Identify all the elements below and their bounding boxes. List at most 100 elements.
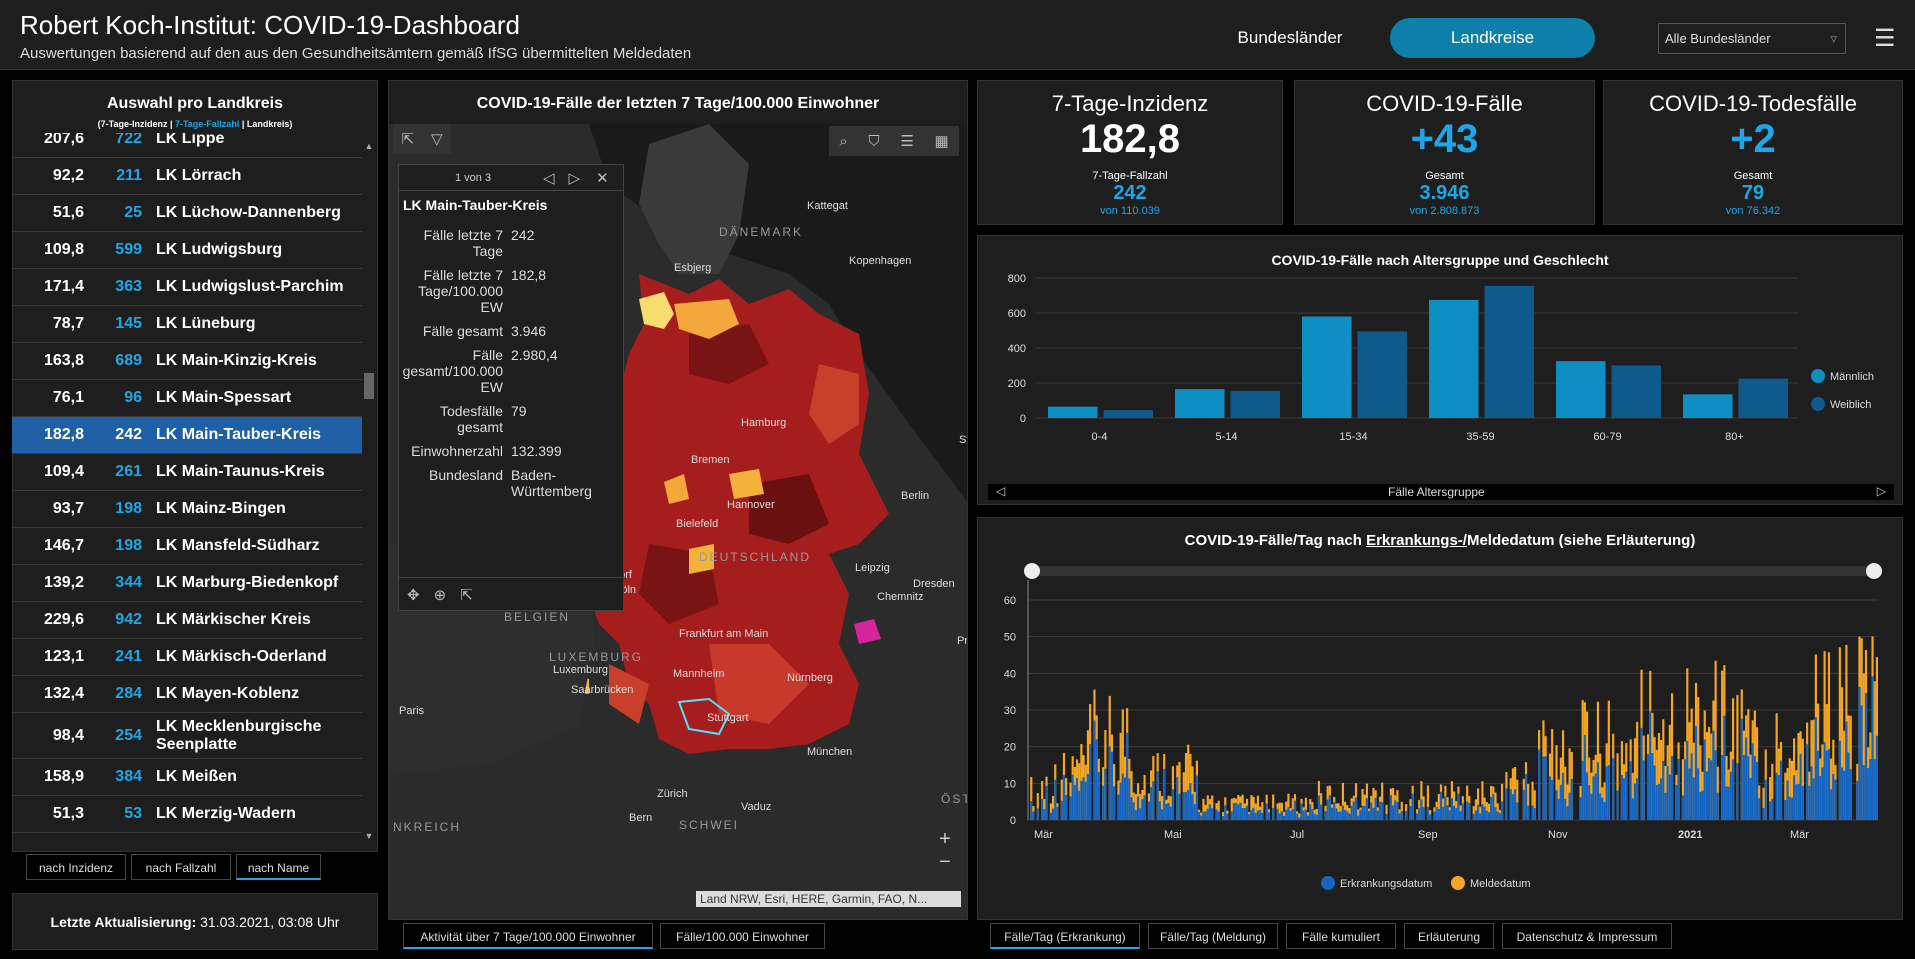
list-item[interactable]: 146,7 198 LK Mansfeld-Südharz <box>12 528 362 565</box>
range-handle-left[interactable] <box>1024 563 1040 579</box>
bar-erkrankung <box>1601 797 1604 820</box>
list-item[interactable]: 76,1 96 LK Main-Spessart <box>12 380 362 417</box>
chart-tab[interactable]: Datenschutz & Impressum <box>1502 923 1672 949</box>
list-scrollbar[interactable]: ▲ ▼ <box>363 141 375 841</box>
list-district-name: LK Main-Tauber-Kreis <box>156 426 322 443</box>
bar[interactable] <box>1048 406 1098 418</box>
range-slider[interactable] <box>1028 566 1878 576</box>
zoom-out-button[interactable]: − <box>939 851 951 873</box>
map-label: Pr <box>957 635 968 647</box>
bar-erkrankung <box>1344 809 1347 820</box>
list-item[interactable]: 98,4 254 LK Mecklenburgische Seenplatte <box>12 713 362 759</box>
bar-erkrankung <box>1716 792 1719 820</box>
state-filter-select[interactable]: Alle Bundesländer ▿ <box>1658 23 1846 54</box>
previous-icon[interactable]: ◁ <box>543 169 555 187</box>
zoom-in-button[interactable]: + <box>939 828 951 850</box>
age-chart-scrollbar[interactable]: ◁ Fälle Altersgruppe ▷ <box>988 484 1894 500</box>
bar-erkrankung <box>1505 788 1508 820</box>
map-tab-cases-per-100k[interactable]: Fälle/100.000 Einwohner <box>660 923 825 949</box>
map-selected-district[interactable] <box>677 697 731 736</box>
bar[interactable] <box>1302 316 1352 419</box>
bar-erkrankung <box>1607 765 1610 820</box>
chart-tab[interactable]: Fälle kumuliert <box>1286 923 1396 949</box>
menu-icon[interactable]: ☰ <box>1874 25 1896 52</box>
list-item[interactable]: 51,3 53 LK Merzig-Wadern <box>12 796 362 833</box>
bar-erkrankung <box>1703 739 1706 820</box>
sort-by-cases[interactable]: nach Fallzahl <box>131 854 231 880</box>
scroll-down-icon[interactable]: ▼ <box>364 831 374 841</box>
bar[interactable] <box>1357 331 1408 418</box>
bar[interactable] <box>1230 390 1281 418</box>
list-item[interactable]: 207,6 722 LK Lippe <box>12 133 362 158</box>
chart-tab[interactable]: Fälle/Tag (Meldung) <box>1148 923 1278 949</box>
list-item[interactable]: 92,2 211 LK Lörrach <box>12 158 362 195</box>
chevron-down-icon[interactable]: ▽ <box>430 131 443 148</box>
list-item[interactable]: 109,8 599 LK Ludwigsburg <box>12 232 362 269</box>
map-label: St <box>959 434 968 446</box>
tab-landkreise[interactable]: Landkreise <box>1390 18 1595 58</box>
bar[interactable] <box>1484 285 1535 418</box>
popup-field-value: 242 <box>511 227 535 243</box>
close-icon[interactable]: ✕ <box>596 169 609 187</box>
basemap-gallery-icon[interactable]: ▦ <box>934 133 949 150</box>
x-tick-label: 80+ <box>1725 431 1744 443</box>
bar-meldedatum <box>1361 789 1364 820</box>
list-item[interactable]: 109,4 261 LK Main-Taunus-Kreis <box>12 454 362 491</box>
daily-chart[interactable]: 0 10 20 30 40 50 60 Mär Mai Jul Sep Nov 2021 Mär Erkra… <box>978 558 1902 918</box>
list-item[interactable]: 93,7 198 LK Mainz-Bingen <box>12 491 362 528</box>
select-icon[interactable]: ⇱ <box>460 586 473 604</box>
bar[interactable] <box>1683 394 1733 418</box>
legend-swatch[interactable] <box>1321 876 1335 890</box>
scroll-right-icon[interactable]: ▷ <box>1876 484 1886 498</box>
scroll-left-icon[interactable]: ◁ <box>996 484 1006 498</box>
popup-title: LK Main-Tauber-Kreis <box>403 197 548 213</box>
bar[interactable] <box>1738 378 1789 418</box>
map-tab-activity[interactable]: Aktivität über 7 Tage/100.000 Einwohner <box>403 923 653 949</box>
sort-by-name[interactable]: nach Name <box>236 854 321 880</box>
list-item[interactable]: 123,1 241 LK Märkisch-Oderland <box>12 639 362 676</box>
bar-erkrankung <box>1723 715 1726 820</box>
bar[interactable] <box>1429 299 1479 418</box>
list-item[interactable]: 139,2 344 LK Marburg-Biedenkopf <box>12 565 362 602</box>
bar[interactable] <box>1556 361 1606 418</box>
next-icon[interactable]: ▷ <box>568 169 581 187</box>
zoom-to-icon[interactable]: ⊕ <box>433 586 447 604</box>
bar-erkrankung <box>1806 744 1809 820</box>
bar[interactable] <box>1175 389 1225 418</box>
bar-erkrankung <box>1121 773 1124 820</box>
bar-erkrankung <box>1448 810 1451 820</box>
list-item[interactable]: 163,8 689 LK Main-Kinzig-Kreis <box>12 343 362 380</box>
bookmark-icon[interactable]: ⛉ <box>868 132 880 150</box>
scroll-thumb[interactable] <box>364 373 374 399</box>
list-item[interactable]: 51,6 25 LK Lüchow-Dannenberg <box>12 195 362 232</box>
list-item[interactable]: 158,9 384 LK Meißen <box>12 759 362 796</box>
sort-by-incidence[interactable]: nach Inzidenz <box>26 854 126 880</box>
select-features-icon[interactable]: ⇱ <box>401 131 415 148</box>
legend-swatch[interactable] <box>1451 876 1465 890</box>
legend-swatch[interactable] <box>1811 397 1825 411</box>
chart-tab[interactable]: Fälle/Tag (Erkrankung) <box>990 923 1140 949</box>
legend-list-icon[interactable]: ☰ <box>900 133 914 150</box>
bar[interactable] <box>1103 410 1154 418</box>
bar-erkrankung <box>1623 778 1626 820</box>
legend-swatch[interactable] <box>1811 369 1825 383</box>
bar-erkrankung <box>1856 780 1859 820</box>
popup-field-value: 182,8 <box>511 267 547 283</box>
list-item[interactable]: 132,4 284 LK Mayen-Koblenz <box>12 676 362 713</box>
list-item[interactable]: 171,4 363 LK Ludwigslust-Parchim <box>12 269 362 306</box>
pan-icon[interactable]: ✥ <box>407 586 420 604</box>
bar-erkrankung <box>1193 804 1196 820</box>
list-item[interactable]: 78,7 145 LK Lüneburg <box>12 306 362 343</box>
chart-tab[interactable]: Erläuterung <box>1404 923 1494 949</box>
search-icon[interactable]: ⌕ <box>839 132 848 150</box>
bar[interactable] <box>1611 365 1662 419</box>
bar-erkrankung <box>1422 807 1425 820</box>
list-item[interactable]: 182,8 242 LK Main-Tauber-Kreis <box>12 417 362 454</box>
scroll-up-icon[interactable]: ▲ <box>364 141 374 151</box>
list-item[interactable]: 229,6 942 LK Märkischer Kreis <box>12 602 362 639</box>
page-subtitle: Auswertungen basierend auf den aus den G… <box>20 45 692 62</box>
range-handle-right[interactable] <box>1866 563 1882 579</box>
map-region-yellow-5 <box>689 544 714 574</box>
tab-bundeslaender[interactable]: Bundesländer <box>1237 28 1343 47</box>
bar-erkrankung <box>1867 768 1870 820</box>
